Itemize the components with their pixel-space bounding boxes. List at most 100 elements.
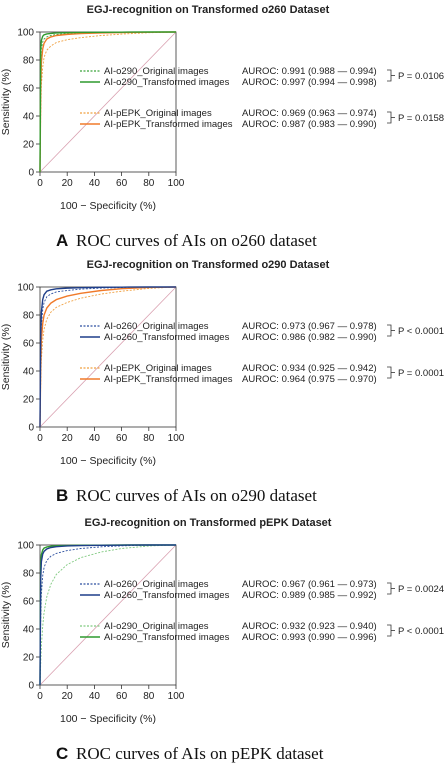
legend-label: AI-o290_Transformed images: [104, 632, 230, 643]
auroc-label: AUROC: 0.986 (0.982 — 0.990): [242, 332, 377, 343]
x-tick-label: 80: [143, 691, 155, 702]
chart-title: EGJ-recognition on Transformed o290 Data…: [87, 259, 330, 271]
p-bracket: [387, 69, 392, 82]
x-tick-label: 100: [168, 691, 185, 702]
y-axis-label: Sensitivity (%): [0, 324, 12, 391]
x-tick-label: 20: [62, 691, 74, 702]
legend-label: AI-o290_Transformed images: [104, 77, 230, 88]
x-tick-label: 80: [143, 178, 155, 189]
panel-caption: ROC curves of AIs on pEPK dataset: [76, 744, 324, 763]
y-tick-label: 0: [28, 423, 34, 434]
p-value-label: P = 0.0106: [398, 71, 444, 82]
x-tick-label: 40: [89, 178, 101, 189]
legend-label: AI-pEPK_Original images: [104, 363, 212, 374]
reference-diagonal: [39, 31, 177, 173]
roc-curve-series-3: [39, 544, 177, 686]
y-tick-label: 20: [23, 653, 35, 664]
x-tick-label: 0: [37, 178, 43, 189]
panel-letter: B: [56, 486, 68, 505]
p-bracket: [387, 111, 392, 124]
y-tick-label: 80: [23, 569, 35, 580]
x-tick-label: 100: [168, 433, 185, 444]
x-axis-label: 100 − Specificity (%): [60, 200, 156, 212]
panel-caption: ROC curves of AIs on o260 dataset: [76, 231, 317, 250]
y-tick-label: 100: [17, 28, 34, 39]
roc-curve-series-2: [39, 544, 176, 686]
y-tick-label: 40: [23, 625, 35, 636]
y-tick-label: 20: [23, 395, 35, 406]
y-tick-label: 40: [23, 367, 35, 378]
p-value-label: P < 0.0001: [398, 626, 444, 637]
roc-curve-series-1: [39, 544, 177, 686]
p-value-label: P = 0.0001: [398, 368, 444, 379]
x-axis-label: 100 − Specificity (%): [60, 455, 156, 467]
panel-a: EGJ-recognition on Transformed o260 Data…: [0, 4, 444, 250]
y-axis-label: Sensitivity (%): [0, 582, 12, 649]
roc-curve-series-1: [39, 31, 177, 173]
auroc-label: AUROC: 0.993 (0.990 — 0.996): [242, 632, 377, 643]
y-tick-label: 40: [23, 112, 35, 123]
legend-label: AI-pEPK_Transformed images: [104, 374, 233, 385]
legend-label: AI-o260_Transformed images: [104, 590, 230, 601]
auroc-label: AUROC: 0.991 (0.988 — 0.994): [242, 66, 377, 77]
x-tick-label: 0: [37, 433, 43, 444]
p-bracket: [387, 324, 392, 337]
roc-curve-series-3: [39, 31, 177, 173]
reference-diagonal: [39, 544, 177, 686]
legend-label: AI-pEPK_Transformed images: [104, 119, 233, 130]
auroc-label: AUROC: 0.967 (0.961 — 0.973): [242, 579, 377, 590]
auroc-label: AUROC: 0.932 (0.923 — 0.940): [242, 621, 377, 632]
x-tick-label: 60: [116, 433, 128, 444]
y-tick-label: 0: [28, 168, 34, 179]
legend-label: AI-o290_Original images: [104, 621, 209, 632]
y-axis-label: Sensitivity (%): [0, 69, 12, 136]
y-tick-label: 80: [23, 56, 35, 67]
x-tick-label: 100: [168, 178, 185, 189]
panel-letter: A: [56, 231, 68, 250]
y-tick-label: 80: [23, 311, 35, 322]
p-value-label: P = 0.0158: [398, 113, 444, 124]
y-tick-label: 100: [17, 283, 34, 294]
legend-label: AI-o260_Original images: [104, 579, 209, 590]
y-tick-label: 20: [23, 140, 35, 151]
legend-label: AI-o290_Original images: [104, 66, 209, 77]
legend-label: AI-o260_Original images: [104, 321, 209, 332]
roc-curve-series-2: [39, 286, 176, 428]
x-tick-label: 40: [89, 433, 101, 444]
auroc-label: AUROC: 0.987 (0.983 — 0.990): [242, 119, 377, 130]
p-bracket: [387, 582, 392, 595]
x-tick-label: 80: [143, 433, 155, 444]
panel-c: EGJ-recognition on Transformed pEPK Data…: [0, 517, 444, 763]
y-tick-label: 60: [23, 84, 35, 95]
x-axis-label: 100 − Specificity (%): [60, 713, 156, 725]
auroc-label: AUROC: 0.989 (0.985 — 0.992): [242, 590, 377, 601]
roc-curve-series-4: [39, 286, 177, 428]
y-tick-label: 60: [23, 597, 35, 608]
auroc-label: AUROC: 0.997 (0.994 — 0.998): [242, 77, 377, 88]
p-bracket: [387, 624, 392, 637]
auroc-label: AUROC: 0.969 (0.963 — 0.974): [242, 108, 377, 119]
y-tick-label: 60: [23, 339, 35, 350]
panel-b: EGJ-recognition on Transformed o290 Data…: [0, 259, 444, 505]
x-tick-label: 60: [116, 178, 128, 189]
panel-letter: C: [56, 744, 68, 763]
auroc-label: AUROC: 0.973 (0.967 — 0.978): [242, 321, 377, 332]
x-tick-label: 0: [37, 691, 43, 702]
p-value-label: P < 0.0001: [398, 326, 444, 337]
legend-label: AI-pEPK_Original images: [104, 108, 212, 119]
auroc-label: AUROC: 0.964 (0.975 — 0.970): [242, 374, 377, 385]
legend-label: AI-o260_Transformed images: [104, 332, 230, 343]
y-tick-label: 0: [28, 681, 34, 692]
reference-diagonal: [39, 286, 177, 428]
x-tick-label: 20: [62, 433, 74, 444]
y-tick-label: 100: [17, 541, 34, 552]
x-tick-label: 20: [62, 178, 74, 189]
x-tick-label: 40: [89, 691, 101, 702]
x-tick-label: 60: [116, 691, 128, 702]
chart-title: EGJ-recognition on Transformed o260 Data…: [87, 4, 330, 16]
chart-title: EGJ-recognition on Transformed pEPK Data…: [85, 517, 332, 529]
roc-curve-series-2: [39, 31, 176, 173]
p-bracket: [387, 366, 392, 379]
panel-caption: ROC curves of AIs on o290 dataset: [76, 486, 317, 505]
